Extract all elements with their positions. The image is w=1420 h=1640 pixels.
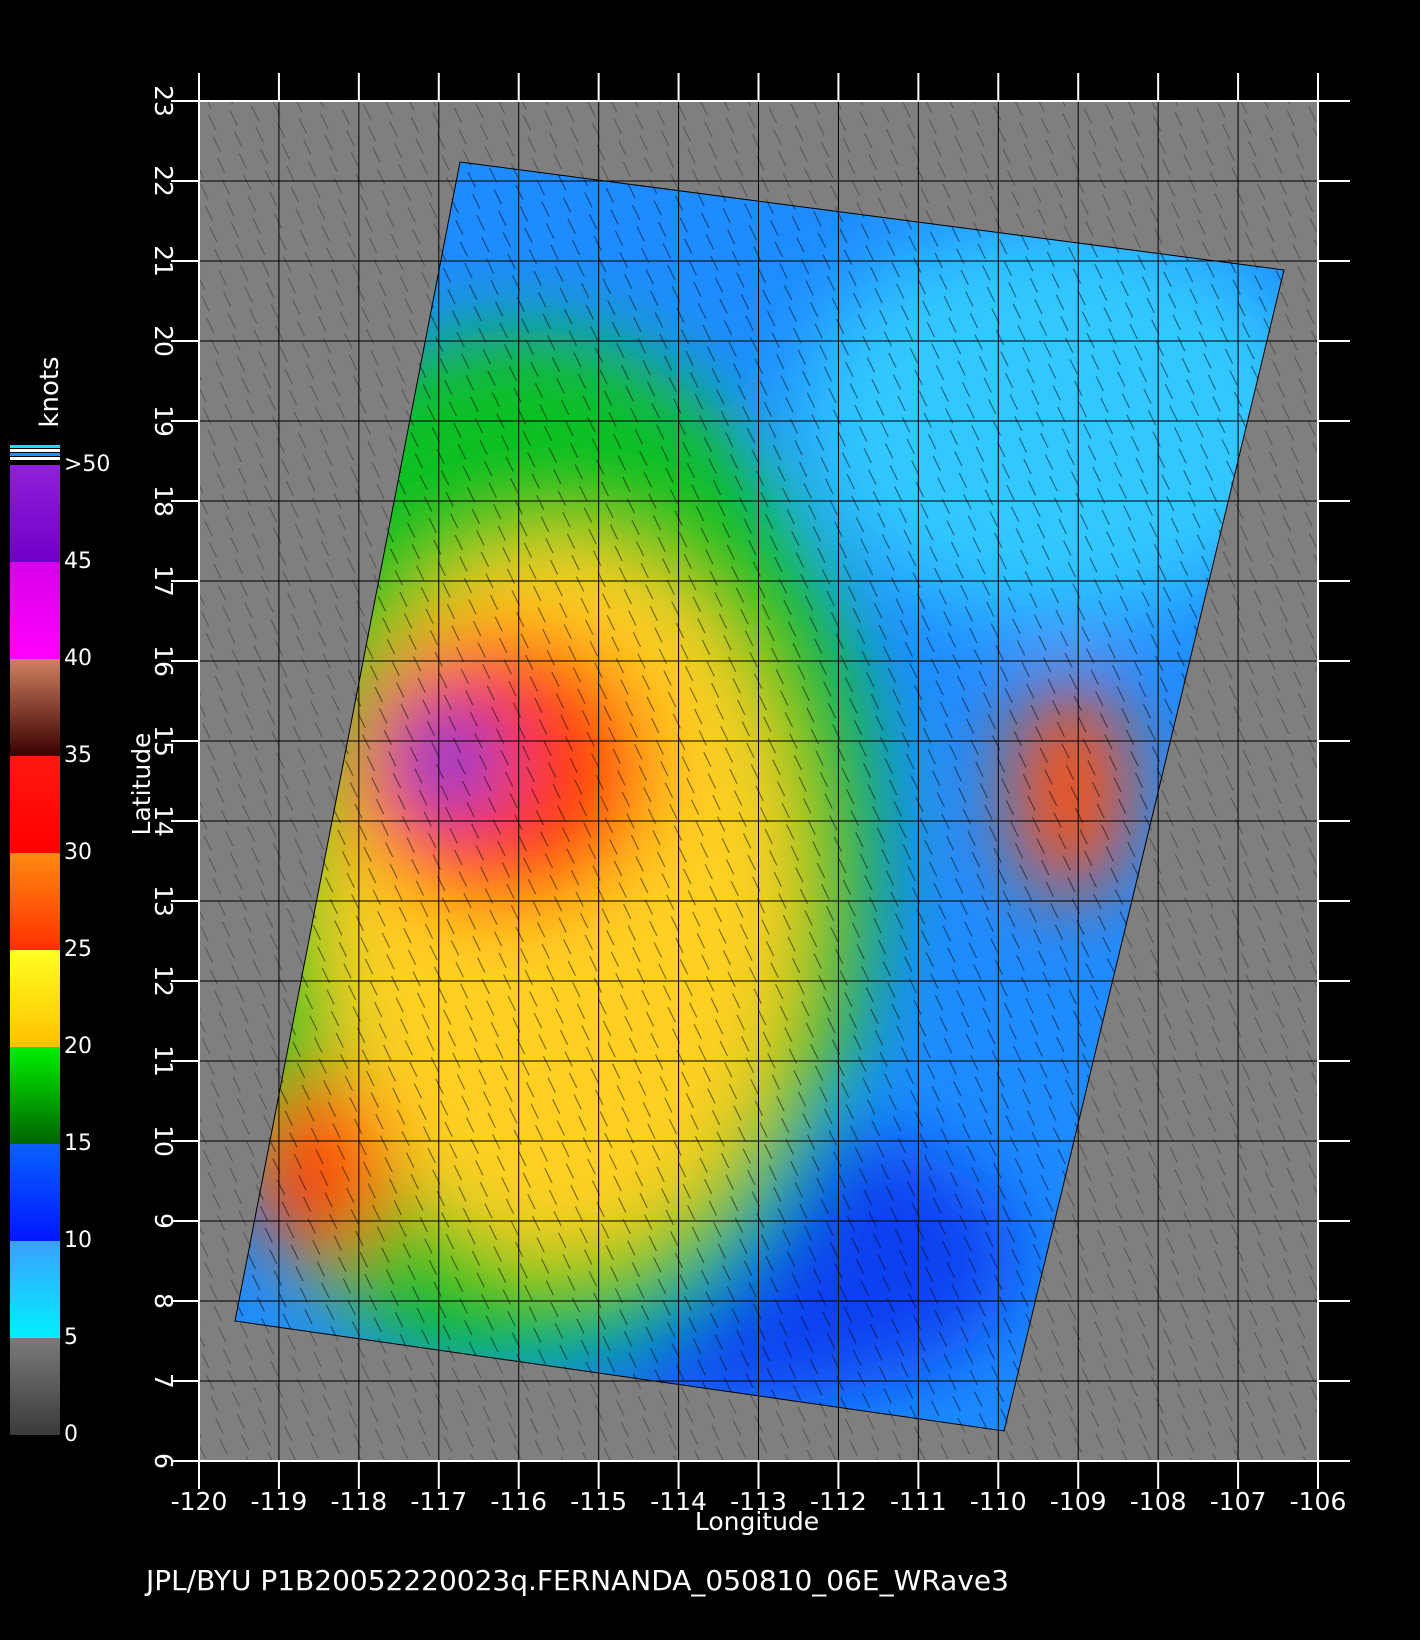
colorbar-segment [10, 659, 60, 756]
y-tick-label: 17 [149, 565, 178, 597]
x-tick-label: -106 [1290, 1487, 1347, 1516]
y-tick-label: 12 [149, 965, 178, 997]
y-tick-label: 16 [149, 645, 178, 677]
colorbar-segment [10, 1144, 60, 1241]
y-tick-label: 13 [149, 885, 178, 917]
colorbar-tick-label: >50 [64, 452, 110, 477]
colorbar-segment [10, 853, 60, 950]
x-tick-label: -115 [570, 1487, 627, 1516]
colorbar-segment [10, 950, 60, 1047]
colorbar-tick-label: 15 [64, 1131, 92, 1156]
x-tick-label: -116 [490, 1487, 547, 1516]
colorbar-tick-label: 0 [64, 1422, 78, 1447]
colorbar-segment [10, 1241, 60, 1338]
y-tick-label: 18 [149, 485, 178, 517]
y-tick-label: 20 [149, 325, 178, 357]
x-tick-label: -119 [251, 1487, 308, 1516]
colorbar-label: knots [35, 356, 65, 427]
colorbar-tick-label: 20 [64, 1034, 92, 1059]
colorbar-cap [10, 457, 60, 460]
title: JPL/BYU P1B20052220023q.FERNANDA_050810_… [144, 1564, 1009, 1597]
colorbar-cap [10, 453, 60, 456]
colorbar-tick-label: 25 [64, 937, 92, 962]
y-axis-label: Latitude [127, 733, 156, 836]
x-tick-label: -113 [730, 1487, 787, 1516]
colorbar-tick-label: 30 [64, 840, 92, 865]
x-axis-label: Longitude [695, 1507, 819, 1536]
colorbar-tick-label: 35 [64, 743, 92, 768]
x-tick-label: -111 [890, 1487, 947, 1516]
y-tick-label: 9 [149, 1213, 178, 1229]
y-tick-label: 8 [149, 1293, 178, 1309]
colorbar-cap [10, 445, 60, 448]
y-tick-label: 23 [149, 85, 178, 117]
y-tick-label: 22 [149, 165, 178, 197]
y-tick-label: 7 [149, 1373, 178, 1389]
y-tick-label: 11 [149, 1045, 178, 1077]
x-tick-label: -112 [810, 1487, 867, 1516]
y-tick-label: 15 [149, 725, 178, 757]
colorbar-segment [10, 562, 60, 659]
x-tick-label: -110 [970, 1487, 1027, 1516]
colorbar-tick-label: 5 [64, 1325, 78, 1350]
y-tick-label: 21 [149, 245, 178, 277]
colorbar-cap [10, 449, 60, 452]
y-tick-label: 6 [149, 1453, 178, 1469]
colorbar-segment [10, 465, 60, 562]
swath-edge [234, 161, 1285, 1432]
colorbar-segment [10, 756, 60, 853]
x-tick-label: -107 [1210, 1487, 1267, 1516]
y-tick-label: 19 [149, 405, 178, 437]
colorbar-tick-label: 10 [64, 1228, 92, 1253]
colorbar-segment [10, 1338, 60, 1435]
x-tick-label: -120 [171, 1487, 228, 1516]
x-tick-label: -118 [330, 1487, 387, 1516]
x-tick-label: -109 [1050, 1487, 1107, 1516]
y-tick-label: 10 [149, 1125, 178, 1157]
x-tick-label: -108 [1130, 1487, 1187, 1516]
colorbar-tick-label: 45 [64, 549, 92, 574]
colorbar-segment [10, 1047, 60, 1144]
x-tick-label: -114 [650, 1487, 707, 1516]
y-tick-label: 14 [149, 805, 178, 837]
plot-frame [198, 100, 1319, 1462]
colorbar-tick-label: 40 [64, 646, 92, 671]
x-tick-label: -117 [410, 1487, 467, 1516]
